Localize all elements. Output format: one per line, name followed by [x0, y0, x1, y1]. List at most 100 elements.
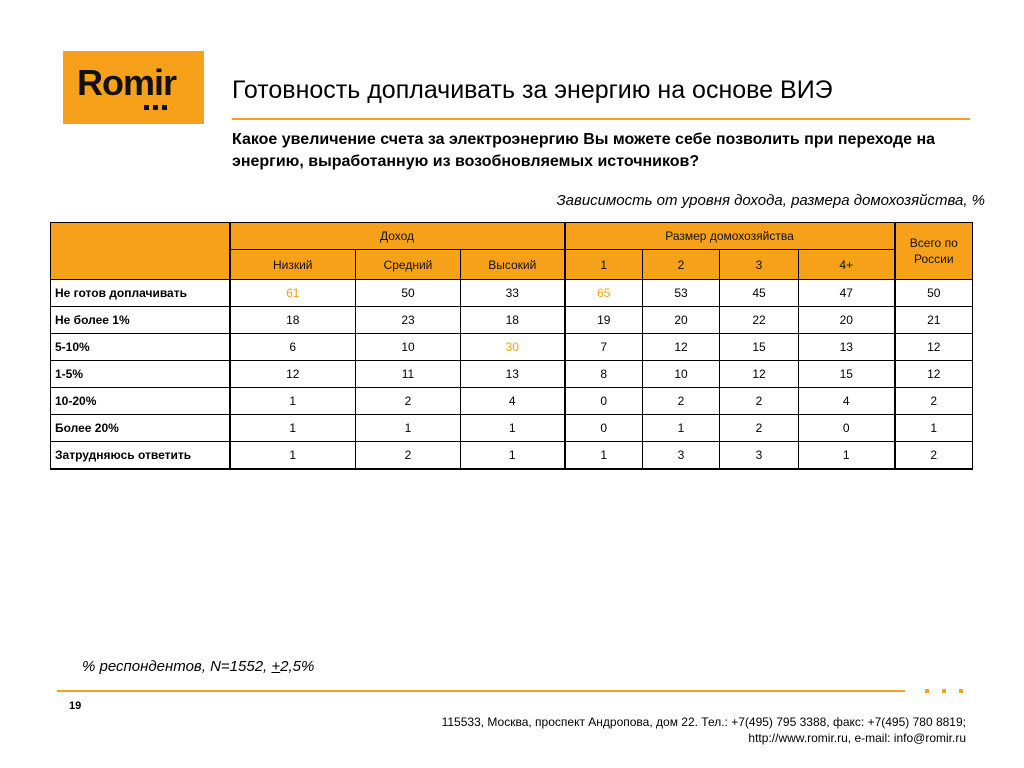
- value-cell: 1: [642, 414, 721, 442]
- value-cell: 8: [564, 360, 644, 388]
- row-label: 10-20%: [50, 387, 231, 415]
- table-row: Не более 1% 18 23 18 19 20 22 20 21: [50, 306, 974, 334]
- table-row: 5-10% 6 10 30 7 12 15 13 12: [50, 333, 974, 361]
- row-label: 5-10%: [50, 333, 231, 361]
- table-row: Затрудняюсь ответить 1 2 1 1 3 3 1 2: [50, 441, 974, 470]
- table-row: Не готов доплачивать 61 50 33 65 53 45 47 50: [50, 279, 974, 307]
- footnote-suffix: 2,5%: [280, 658, 315, 675]
- income-group-header: Доход: [228, 222, 566, 250]
- value-cell: 2: [719, 387, 800, 415]
- survey-question: Какое увеличение счета за электроэнергию…: [232, 131, 936, 170]
- value-cell: 18: [459, 306, 566, 334]
- household-col-header: 3: [719, 249, 800, 280]
- total-cell: 50: [893, 279, 974, 307]
- value-cell: 1: [459, 441, 566, 470]
- value-cell: 0: [564, 414, 644, 442]
- total-cell: 1: [893, 414, 974, 442]
- footnote: % респондентов, N=1552, +2,5%: [82, 658, 314, 675]
- value-cell: 3: [642, 441, 721, 470]
- page-title: Готовность доплачивать за энергию на осн…: [232, 76, 833, 104]
- value-cell: 2: [642, 387, 721, 415]
- total-cell: 2: [893, 387, 974, 415]
- income-col-header: Высокий: [459, 249, 566, 280]
- value-cell: 0: [564, 387, 644, 415]
- footnote-plusminus: +: [271, 658, 281, 675]
- value-cell: 12: [229, 360, 356, 388]
- value-cell: 19: [564, 306, 644, 334]
- total-cell: 21: [893, 306, 974, 334]
- value-cell: 15: [719, 333, 800, 361]
- value-cell: 1: [229, 414, 356, 442]
- corner-cell: [50, 222, 231, 280]
- value-cell: 20: [642, 306, 721, 334]
- table-row: 1-5% 12 11 13 8 10 12 15 12: [50, 360, 974, 388]
- row-label: Затрудняюсь ответить: [50, 441, 231, 470]
- value-cell: 0: [798, 414, 896, 442]
- value-cell: 1: [798, 441, 896, 470]
- household-group-header: Размер домохозяйства: [564, 222, 896, 250]
- value-cell: 33: [459, 279, 566, 307]
- row-label: Более 20%: [50, 414, 231, 442]
- value-cell: 12: [719, 360, 800, 388]
- logo-dots: [144, 105, 168, 110]
- value-cell: 22: [719, 306, 800, 334]
- income-col-header: Средний: [355, 249, 461, 280]
- value-cell: 2: [355, 441, 461, 470]
- value-cell: 2: [719, 414, 800, 442]
- value-cell: 15: [798, 360, 896, 388]
- value-cell: 30: [459, 333, 566, 361]
- table-row: 10-20% 1 2 4 0 2 2 4 2: [50, 387, 974, 415]
- value-cell: 2: [355, 387, 461, 415]
- total-russia-header: Всего по России: [893, 222, 974, 280]
- value-cell: 61: [229, 279, 356, 307]
- household-col-header: 4+: [798, 249, 896, 280]
- contact-address-line: 115533, Москва, проспект Андропова, дом …: [441, 715, 966, 729]
- row-label: Не готов доплачивать: [50, 279, 231, 307]
- value-cell: 13: [459, 360, 566, 388]
- footer-dots: [925, 689, 963, 693]
- value-cell: 4: [798, 387, 896, 415]
- row-label: 1-5%: [50, 360, 231, 388]
- value-cell: 6: [229, 333, 356, 361]
- value-cell: 1: [229, 387, 356, 415]
- income-col-header: Низкий: [229, 249, 356, 280]
- total-cell: 12: [893, 333, 974, 361]
- value-cell: 1: [355, 414, 461, 442]
- household-col-header: 2: [642, 249, 721, 280]
- page-number: 19: [69, 700, 82, 712]
- household-col-header: 1: [564, 249, 644, 280]
- value-cell: 11: [355, 360, 461, 388]
- contact-info: 115533, Москва, проспект Андропова, дом …: [442, 714, 966, 746]
- value-cell: 3: [719, 441, 800, 470]
- value-cell: 12: [642, 333, 721, 361]
- value-cell: 23: [355, 306, 461, 334]
- value-cell: 10: [642, 360, 721, 388]
- value-cell: 45: [719, 279, 800, 307]
- value-cell: 65: [564, 279, 644, 307]
- title-divider: [232, 118, 970, 120]
- value-cell: 47: [798, 279, 896, 307]
- subheader-row: Низкий Средний Высокий 1 2 3 4+: [51, 249, 973, 280]
- value-cell: 13: [798, 333, 896, 361]
- value-cell: 50: [355, 279, 461, 307]
- value-cell: 18: [229, 306, 356, 334]
- row-label: Не более 1%: [50, 306, 231, 334]
- value-cell: 4: [459, 387, 566, 415]
- total-cell: 2: [893, 441, 974, 470]
- footnote-prefix: % респондентов, N=1552,: [82, 658, 272, 675]
- value-cell: 1: [459, 414, 566, 442]
- value-cell: 7: [564, 333, 644, 361]
- total-cell: 12: [893, 360, 974, 388]
- contact-web-line: http://www.romir.ru, e-mail: info@romir.…: [748, 731, 966, 745]
- logo-text: Romir: [77, 62, 177, 103]
- table-subtitle: Зависимость от уровня дохода, размера до…: [556, 192, 985, 209]
- value-cell: 10: [355, 333, 461, 361]
- value-cell: 53: [642, 279, 721, 307]
- romir-logo: Romir: [63, 51, 204, 124]
- value-cell: 20: [798, 306, 896, 334]
- value-cell: 1: [229, 441, 356, 470]
- table-row: Более 20% 1 1 1 0 1 2 0 1: [50, 414, 974, 442]
- footer-divider: [57, 690, 905, 692]
- value-cell: 1: [564, 441, 644, 470]
